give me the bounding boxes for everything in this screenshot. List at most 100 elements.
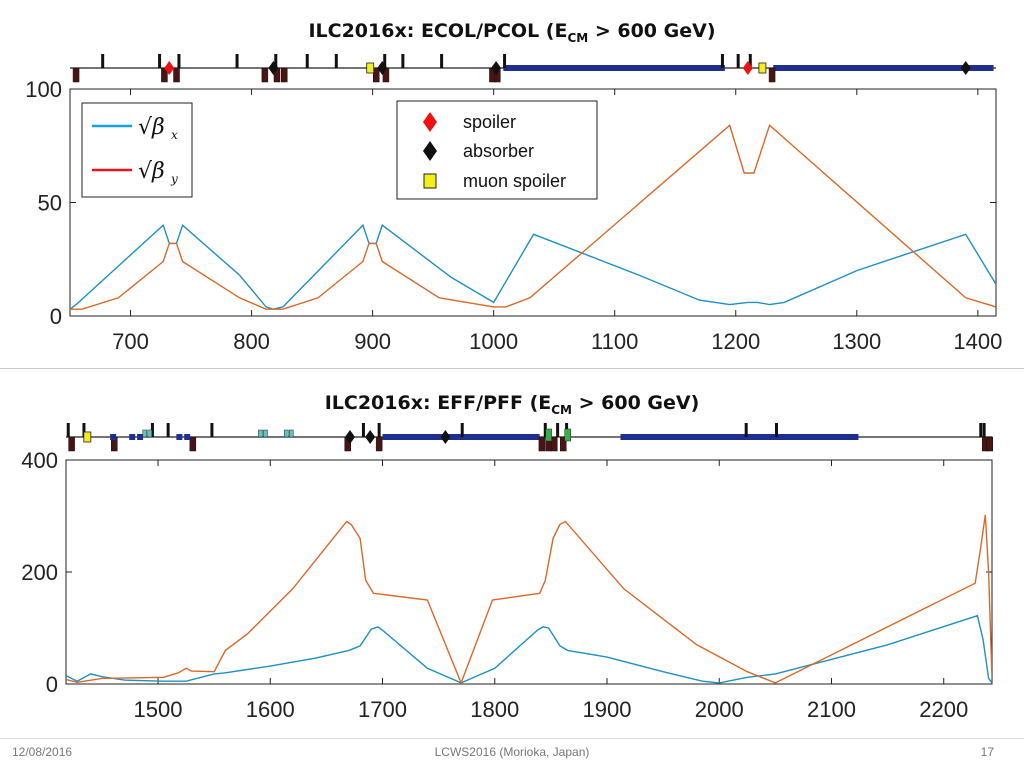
legend-label-beta-y: √β	[138, 159, 165, 184]
ecol-pcol-panel: ILC2016x: ECOL/PCOL (ECM > 600 GeV) 0 50 1…	[0, 0, 1024, 368]
beamline-magnet-top	[210, 423, 214, 437]
chart-title: ILC2016x: EFF/PFF (ECM > 600 GeV)	[324, 392, 700, 417]
beamline-cyan-element	[147, 429, 153, 438]
absorber-marker	[491, 61, 502, 75]
x-tick-label: 1600	[246, 697, 295, 722]
beamline-magnet-top	[101, 54, 105, 68]
beamline-magnet-top	[748, 54, 752, 68]
marker-legend: spoiler absorber muon spoiler	[396, 100, 598, 200]
legend-label-spoiler: spoiler	[463, 112, 516, 132]
spoiler-marker	[742, 61, 753, 75]
beamline-blue-segment	[503, 65, 725, 71]
chart-title: ILC2016x: ECOL/PCOL (ECM > 600 GeV)	[308, 20, 716, 45]
y-tick-label: 50	[38, 191, 62, 216]
series-line-beta-x	[70, 223, 996, 310]
muon-spoiler-marker	[758, 62, 767, 74]
beamline-magnet-top	[383, 54, 387, 68]
beamline-magnet-bottom	[261, 67, 269, 83]
footer-page-number: 17	[980, 745, 994, 759]
legend-icon-spoiler	[423, 112, 437, 132]
y-tick-label: 0	[50, 304, 62, 329]
beamline-magnet-top	[66, 423, 70, 437]
beamline-magnet-top	[166, 423, 170, 437]
x-tick-label: 1200	[711, 329, 760, 354]
footer-date: 12/08/2016	[12, 745, 73, 759]
legend-sub-beta-y: y	[170, 172, 178, 186]
x-tick-label: 1900	[583, 697, 632, 722]
beamline-magnet-top	[158, 54, 162, 68]
beamline-magnet-top	[736, 54, 740, 68]
beamline-small-element	[129, 434, 136, 440]
x-tick-label: 700	[112, 329, 149, 354]
absorber-marker	[377, 61, 388, 75]
beamline-green-element	[545, 428, 552, 442]
x-tick-label: 1800	[470, 697, 519, 722]
absorber-marker	[440, 430, 451, 444]
beamline-magnet-top	[556, 423, 560, 437]
beamline-magnet-top	[82, 423, 86, 437]
beamline-magnet-top	[460, 423, 464, 437]
beamline-magnet-bottom	[173, 67, 180, 83]
beamline-magnet-bottom	[281, 67, 288, 83]
beamline-magnet-top	[235, 54, 239, 68]
beamline-magnet-top	[774, 423, 778, 437]
legend-icon-absorber	[423, 141, 437, 161]
y-tick-label: 200	[21, 560, 58, 585]
x-tick-label: 1700	[358, 697, 407, 722]
beta-legend-box	[81, 102, 193, 198]
eff-pff-panel: ILC2016x: EFF/PFF (ECM > 600 GeV) 0 200 40…	[0, 370, 1024, 738]
beamline-magnet-bottom	[72, 67, 80, 83]
beamline-magnet-top	[744, 423, 748, 437]
beamline-magnet-top	[979, 423, 983, 437]
beamline-cyan-element	[288, 429, 294, 438]
y-tick-label: 100	[25, 77, 62, 102]
footer-divider	[0, 738, 1024, 739]
absorber-marker	[268, 61, 279, 75]
beamline-magnet-top	[334, 54, 338, 68]
x-tick-label: 2100	[807, 697, 856, 722]
beamline-cyan-element	[283, 429, 289, 438]
x-tick-label: 1000	[469, 329, 518, 354]
eff-pff-chart: 0 200 400 1500 1600 1700 1800 1900 2000 2100 2200	[21, 423, 994, 722]
beamline-magnet-top	[377, 423, 381, 437]
beamline-magnet-top	[274, 54, 278, 68]
legend-icon-muon-spoiler	[423, 173, 437, 189]
beamline-magnet-bottom	[986, 436, 994, 452]
beta-legend: √β x √β y	[81, 102, 193, 198]
x-tick-label: 2200	[919, 697, 968, 722]
beamline-magnet-top	[440, 54, 444, 68]
beamline-magnet-top	[177, 54, 181, 68]
beamline-magnet-top	[305, 54, 309, 68]
beamline-blue-segment	[620, 434, 859, 440]
footer-conference: LCWS2016 (Morioka, Japan)	[434, 745, 590, 759]
beamline-magnet-top	[361, 423, 365, 437]
x-tick-label: 1300	[832, 329, 881, 354]
legend-label-beta-x: √β	[138, 115, 165, 140]
beamline-magnet-bottom	[189, 436, 197, 452]
beamline-magnet-bottom	[68, 436, 75, 452]
x-tick-label: 2000	[695, 697, 744, 722]
beamline-cyan-element	[142, 429, 148, 438]
beamline-magnet-bottom	[551, 436, 558, 452]
beamline-cyan-element	[258, 429, 263, 438]
beamline-small-element	[184, 434, 191, 440]
beamline-small-element	[176, 434, 183, 440]
beamline-blue-segment	[773, 65, 994, 71]
beamline-magnet-top	[720, 54, 724, 68]
beamline-magnet-bottom	[375, 436, 383, 452]
absorber-marker	[365, 430, 376, 444]
beamline-magnet-top	[543, 423, 547, 437]
plot-frame	[65, 459, 993, 685]
absorber-marker	[960, 61, 971, 75]
legend-sub-beta-x: x	[171, 128, 178, 142]
series-line-beta-y	[70, 124, 996, 310]
x-tick-label: 1400	[953, 329, 1002, 354]
x-tick-label: 1100	[591, 329, 638, 354]
x-tick-label: 1500	[134, 697, 183, 722]
y-tick-label: 400	[21, 448, 58, 473]
beamline-magnet-top	[982, 423, 986, 437]
beamline-magnet-top	[150, 423, 154, 437]
beamline-magnet-top	[503, 54, 507, 68]
beamline-green-element	[564, 428, 571, 442]
